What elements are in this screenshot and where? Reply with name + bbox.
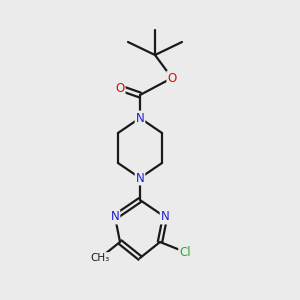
Text: Cl: Cl — [179, 245, 191, 259]
Text: N: N — [160, 211, 169, 224]
Text: N: N — [136, 172, 144, 184]
Text: CH₃: CH₃ — [90, 253, 110, 263]
Text: N: N — [111, 211, 119, 224]
Text: O: O — [167, 71, 177, 85]
Text: O: O — [116, 82, 124, 94]
Text: N: N — [136, 112, 144, 124]
